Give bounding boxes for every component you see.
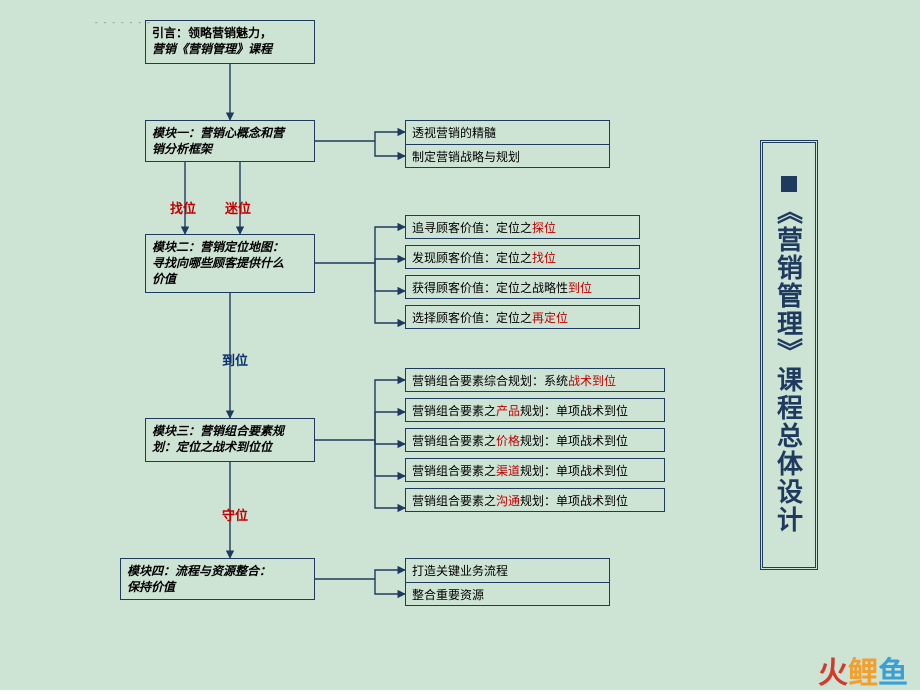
diagram-canvas: 引言：领略营销魅力，营销《营销管理》课程 模块一：营销心概念和营销分析框架 模块… xyxy=(0,0,920,690)
node-module-2: 模块二：营销定位地图：寻找向哪些顾客提供什么价值 xyxy=(145,234,315,293)
title-text: 《营销管理》课程总体设计 xyxy=(771,198,808,534)
label-miwei: 迷位 xyxy=(225,198,251,217)
sub-module-1: 透视营销的精髓制定营销战略与规划 xyxy=(405,120,610,168)
title-square-icon xyxy=(781,176,797,192)
sub-module-2: 追寻顾客价值：定位之探位发现顾客价值：定位之找位获得顾客价值：定位之战略性到位选… xyxy=(405,215,640,329)
watermark: 火鲤鱼 xyxy=(818,648,908,692)
label-daowei: 到位 xyxy=(222,350,248,369)
label-shouwei: 守位 xyxy=(222,505,248,524)
node-module-1: 模块一：营销心概念和营销分析框架 xyxy=(145,120,315,162)
label-zhaowei: 找位 xyxy=(170,198,196,217)
node-intro: 引言：领略营销魅力，营销《营销管理》课程 xyxy=(145,20,315,64)
decorative-dashes: - - - - - - - xyxy=(95,18,152,27)
sub-module-4: 打造关键业务流程整合重要资源 xyxy=(405,558,610,606)
sub-module-3: 营销组合要素综合规划：系统战术到位营销组合要素之产品规划：单项战术到位营销组合要… xyxy=(405,368,665,512)
node-module-3: 模块三：营销组合要素规划：定位之战术到位位 xyxy=(145,418,315,462)
title-box: 《营销管理》课程总体设计 xyxy=(760,140,818,570)
node-module-4: 模块四：流程与资源整合：保持价值 xyxy=(120,558,315,600)
